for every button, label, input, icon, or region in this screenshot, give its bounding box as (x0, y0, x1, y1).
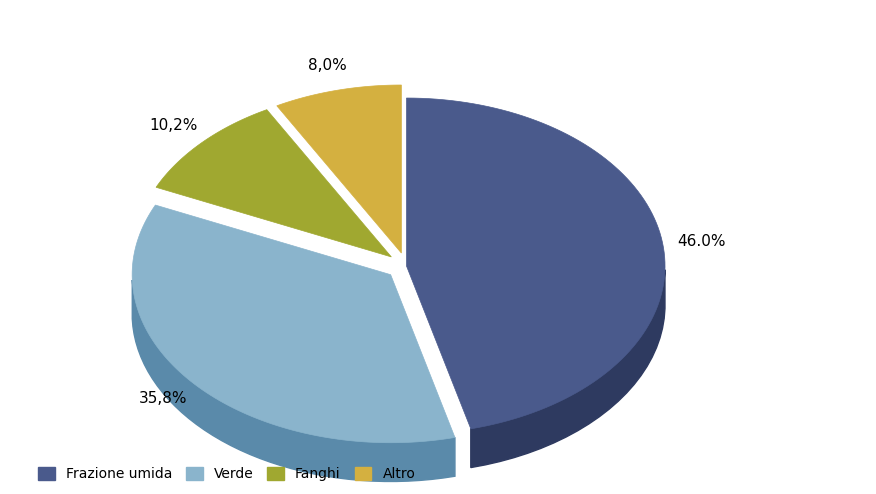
Legend: Frazione umida, Verde, Fanghi, Altro: Frazione umida, Verde, Fanghi, Altro (31, 460, 422, 489)
Polygon shape (132, 205, 455, 443)
Polygon shape (132, 280, 455, 482)
Polygon shape (470, 270, 665, 468)
Text: 46.0%: 46.0% (677, 234, 725, 249)
Polygon shape (406, 98, 665, 429)
Text: 8,0%: 8,0% (308, 58, 347, 74)
Polygon shape (277, 85, 401, 253)
Text: 10,2%: 10,2% (149, 118, 198, 133)
Polygon shape (156, 110, 392, 257)
Text: 35,8%: 35,8% (138, 391, 187, 406)
